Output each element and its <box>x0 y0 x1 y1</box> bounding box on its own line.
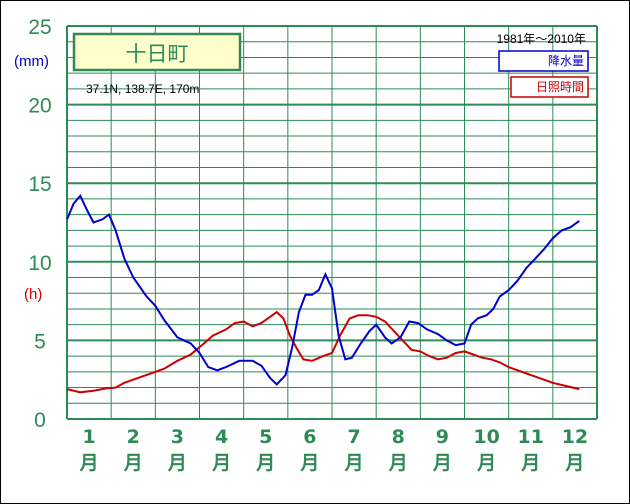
y-tick-label: 5 <box>34 330 46 353</box>
month-number: 7 <box>347 426 360 448</box>
y-tick-label: 15 <box>28 173 51 196</box>
month-kanji: 月 <box>167 452 187 474</box>
month-kanji: 月 <box>520 452 540 474</box>
month-number: 1 <box>82 426 95 448</box>
month-kanji: 月 <box>476 452 496 474</box>
station-box <box>72 32 242 72</box>
legend-sunshine-label: 日照時間 <box>536 80 584 94</box>
legend-sunshine-box <box>510 76 589 98</box>
month-number: 5 <box>259 426 272 448</box>
month-number: 10 <box>473 426 499 448</box>
month-kanji: 月 <box>299 452 319 474</box>
x-axis-months: 1 月 2 月 3 月 4 月 5 月 6 月 7 月 8 月 9 月 10 月 11 月 12 月 <box>79 426 589 474</box>
precip-unit-label: (mm) <box>14 53 49 70</box>
month-kanji: 月 <box>211 452 231 474</box>
legend-precip-label: 降水量 <box>548 54 584 68</box>
month-kanji: 月 <box>344 452 364 474</box>
month-number: 3 <box>171 426 184 448</box>
period-label: 1981年〜2010年 <box>497 32 586 46</box>
month-kanji: 月 <box>79 452 99 474</box>
month-number: 4 <box>215 426 228 448</box>
location-label: 37.1N, 138.7E, 170m <box>86 82 199 96</box>
month-kanji: 月 <box>432 452 452 474</box>
month-number: 8 <box>392 426 405 448</box>
y-tick-label: 0 <box>34 409 46 432</box>
y-tick-label: 25 <box>28 16 51 39</box>
month-number: 2 <box>127 426 140 448</box>
month-number: 6 <box>303 426 316 448</box>
y-tick-label: 10 <box>28 252 51 275</box>
month-kanji: 月 <box>255 452 275 474</box>
y-axis-ticks: 0 5 10 15 20 25 <box>28 16 51 432</box>
month-number: 12 <box>562 426 588 448</box>
month-kanji: 月 <box>388 452 408 474</box>
month-kanji: 月 <box>123 452 143 474</box>
sunshine-unit-label: (h) <box>24 286 42 303</box>
precip-line <box>66 193 580 386</box>
sunshine-line <box>66 310 580 394</box>
y-tick-label: 20 <box>28 95 51 118</box>
month-number: 11 <box>518 426 544 448</box>
station-title: 十日町 <box>126 42 189 66</box>
month-number: 9 <box>436 426 449 448</box>
legend-precip-box <box>498 50 589 72</box>
month-kanji: 月 <box>564 452 584 474</box>
